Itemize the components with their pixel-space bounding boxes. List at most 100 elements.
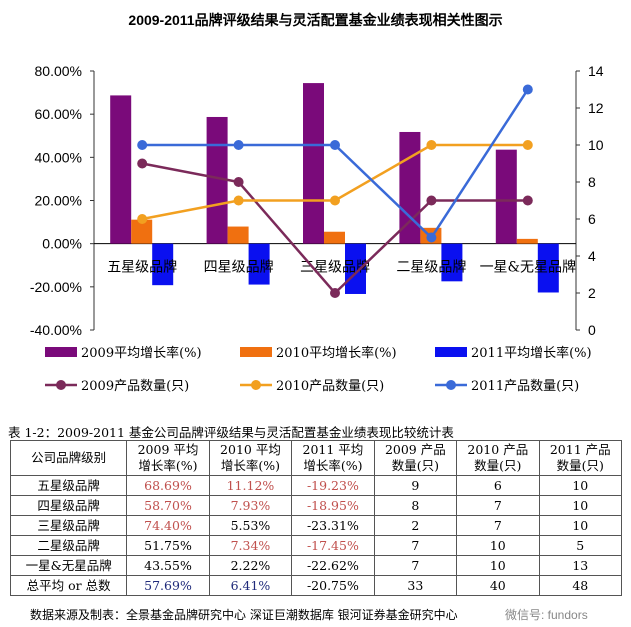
table-cell: 5: [538, 535, 623, 556]
legend-marker: [56, 380, 66, 390]
table-cell: 8: [373, 495, 458, 516]
table-row: 二星级品牌 51.75% 7.34% -17.45% 7 10 5: [9, 535, 623, 556]
legend-label: 2010产品数量(只): [276, 379, 384, 394]
left-tick-label: 20.00%: [35, 193, 82, 209]
table-cell: -19.23%: [291, 475, 375, 496]
table-cell: 四星级品牌: [9, 495, 128, 516]
point-2009: [137, 158, 148, 169]
legend-swatch: [45, 347, 77, 357]
table-row: 四星级品牌 58.70% 7.93% -18.95% 8 7 10: [9, 495, 623, 516]
right-tick-label: 10: [588, 137, 604, 153]
table-cell: -18.95%: [291, 495, 375, 516]
column-header: 2009 产品 数量(只): [373, 440, 458, 476]
point-2011: [330, 140, 340, 150]
left-tick-label: 40.00%: [35, 149, 82, 165]
table-cell: 10: [456, 535, 540, 556]
table-caption: 表 1-2：2009-2011 基金公司品牌评级结果与灵活配置基金业绩表现比较统…: [8, 425, 454, 440]
column-header: 2011 产品 数量(只): [538, 440, 623, 476]
right-tick-label: 0: [588, 322, 596, 338]
table-cell: 68.69%: [126, 475, 210, 496]
table-cell: 48: [538, 575, 623, 596]
table-row: 总平均 or 总数 57.69% 6.41% -20.75% 33 40 48: [9, 575, 623, 596]
table-cell: -17.45%: [291, 535, 375, 556]
category-label: 五星级品牌: [107, 259, 177, 276]
table-row: 三星级品牌 74.40% 5.53% -23.31% 2 7 10: [9, 515, 623, 536]
table-cell: 6.41%: [208, 575, 293, 596]
point-2009: [330, 288, 340, 298]
table-cell: 7: [373, 555, 458, 576]
point-2010: [137, 214, 148, 224]
column-header: 2011 平均 增长率(%): [291, 440, 375, 476]
table-cell: 2.22%: [208, 555, 293, 576]
category-label: 一星&无星品牌: [480, 259, 576, 276]
table-row: 五星级品牌 68.69% 11.12% -19.23% 9 6 10: [9, 475, 623, 496]
table-cell: -23.31%: [291, 515, 375, 536]
table-cell: -20.75%: [291, 575, 375, 596]
legend-marker: [446, 380, 456, 390]
bar-2009: [495, 149, 517, 244]
table-cell: 2: [373, 515, 458, 536]
table-cell: 五星级品牌: [9, 475, 128, 496]
bar-2010: [324, 231, 345, 244]
legend-label: 2011产品数量(只): [471, 379, 579, 394]
table-row: 一星&无星品牌 43.55% 2.22% -22.62% 7 10 13: [9, 555, 623, 576]
table-cell: 10: [456, 555, 540, 576]
table-cell: 7.34%: [208, 535, 293, 556]
table-cell: 10: [538, 515, 623, 536]
legend-label: 2011平均增长率(%): [471, 345, 592, 361]
point-2011: [137, 140, 148, 150]
table-cell: 58.70%: [126, 495, 210, 516]
bar-2011: [441, 243, 463, 282]
category-label: 二星级品牌: [396, 259, 466, 276]
legend-label: 2009平均增长率(%): [81, 345, 202, 361]
chart: 80.00% 60.00% 40.00% 20.00% 0.00% -20.00% -40.…: [30, 63, 604, 394]
table-cell: 7: [456, 495, 540, 516]
table-cell: 10: [538, 475, 623, 496]
table-cell: 二星级品牌: [9, 535, 128, 556]
column-header: 2010 产品 数量(只): [456, 440, 540, 476]
table-cell: 7: [456, 515, 540, 536]
bar-2009: [206, 116, 228, 244]
table-cell: 总平均 or 总数: [9, 575, 128, 596]
point-2009: [233, 177, 244, 187]
table-cell: -22.62%: [291, 555, 375, 576]
bar-2011: [537, 243, 559, 293]
data-table: 公司品牌级别 2009 平均 增长率(%) 2010 平均 增长率(%) 2011 平均增…: [9, 440, 623, 596]
bar-2011: [152, 243, 174, 286]
table-cell: 9: [373, 475, 458, 496]
table-cell: 7.93%: [208, 495, 293, 516]
category-label: 三星级品牌: [300, 259, 370, 276]
source-note: 数据来源及制表：全景基金品牌研究中心 深证巨潮数据库 银河证券基金研究中心: [30, 608, 458, 622]
bar-2010: [131, 219, 153, 244]
table-header-row: 公司品牌级别 2009 平均 增长率(%) 2010 平均 增长率(%) 2011 平均增…: [9, 440, 623, 476]
table-cell: 三星级品牌: [9, 515, 128, 536]
right-tick-label: 2: [588, 285, 596, 301]
bar-2009: [303, 83, 324, 244]
table-cell: 33: [373, 575, 458, 596]
point-2011: [233, 140, 244, 150]
table-cell: 43.55%: [126, 555, 210, 576]
left-tick-label: 60.00%: [35, 106, 82, 122]
legend-label: 2010平均增长率(%): [276, 345, 397, 361]
table-cell: 13: [538, 555, 623, 576]
chart-title: 2009-2011品牌评级结果与灵活配置基金业绩表现相关性图示: [128, 12, 503, 28]
table-cell: 57.69%: [126, 575, 210, 596]
table-cell: 一星&无星品牌: [9, 555, 128, 576]
point-2010: [522, 140, 533, 150]
bar-2011: [345, 243, 366, 294]
table-cell: 5.53%: [208, 515, 293, 536]
line-2010: [141, 143, 528, 221]
right-tick-label: 8: [588, 174, 596, 190]
bar-2009: [110, 95, 132, 244]
category-label: 四星级品牌: [204, 259, 274, 276]
legend-swatch: [240, 347, 272, 357]
point-2010: [233, 195, 244, 206]
right-tick-label: 14: [588, 63, 604, 79]
column-header: 2009 平均 增长率(%): [126, 440, 210, 476]
table-cell: 51.75%: [126, 535, 210, 556]
right-tick-label: 4: [588, 248, 596, 264]
bar-2011: [248, 243, 270, 285]
point-2010: [330, 195, 340, 206]
point-2009: [522, 195, 533, 206]
